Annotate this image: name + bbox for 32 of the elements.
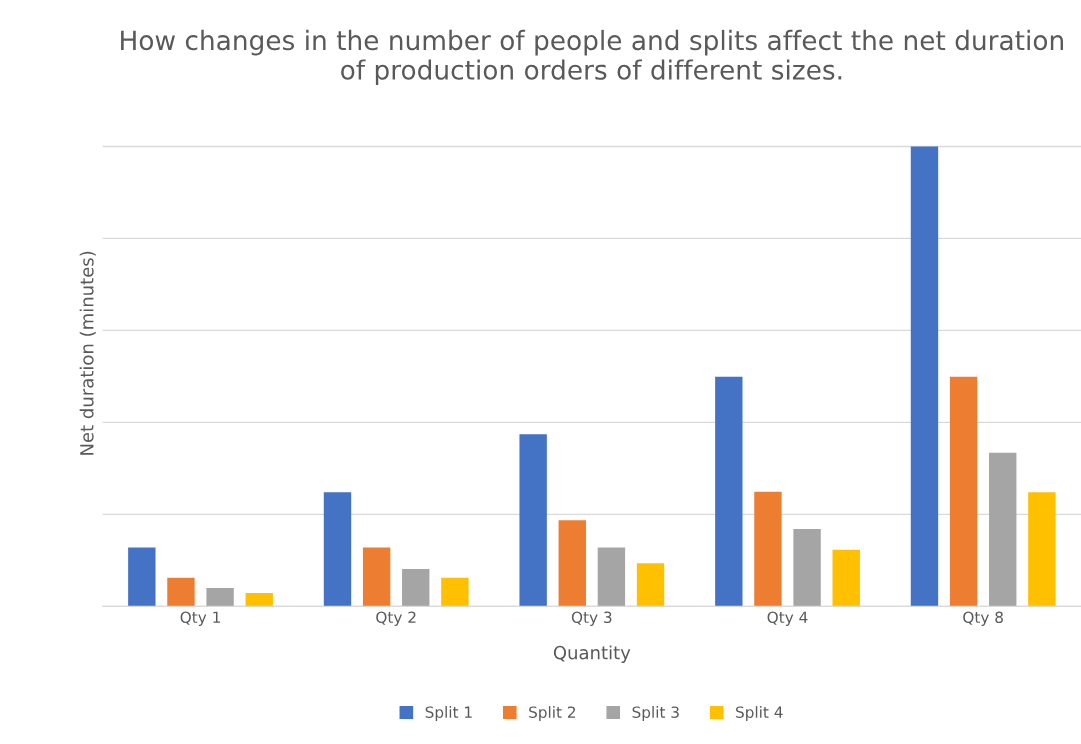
bar [245,593,273,607]
bar [519,434,547,607]
y-axis-title: Net duration (minutes) [79,251,96,455]
bar [636,563,665,607]
bar [323,492,352,607]
bar [362,547,391,607]
bar [597,547,626,607]
bar [441,577,469,607]
bar [949,376,978,607]
bar [832,549,860,607]
bar [128,547,156,607]
legend-label: Split 3 [632,706,679,721]
bar [167,577,195,607]
x-tick-label: Qty 4 [767,611,808,627]
bar [206,587,234,607]
bar [402,569,430,607]
bar [1028,492,1056,607]
legend-label: Split 1 [425,706,472,721]
bar [793,529,821,607]
x-axis-title: Quantity [553,645,631,663]
bar [910,146,939,607]
bar [989,452,1017,607]
x-tick-label: Qty 1 [180,611,220,627]
legend-label: Split 4 [736,706,783,721]
x-tick-label: Qty 3 [571,611,612,627]
x-tick-label: Qty 8 [963,611,1003,627]
bar [715,376,743,607]
chart-title: How changes in the number of people and splits affect the net duration of production orders of different sizes. [121,29,1063,85]
bar [558,520,586,607]
bar [754,491,782,607]
x-tick-label: Qty 2 [376,611,416,627]
legend-label: Split 2 [529,706,576,721]
